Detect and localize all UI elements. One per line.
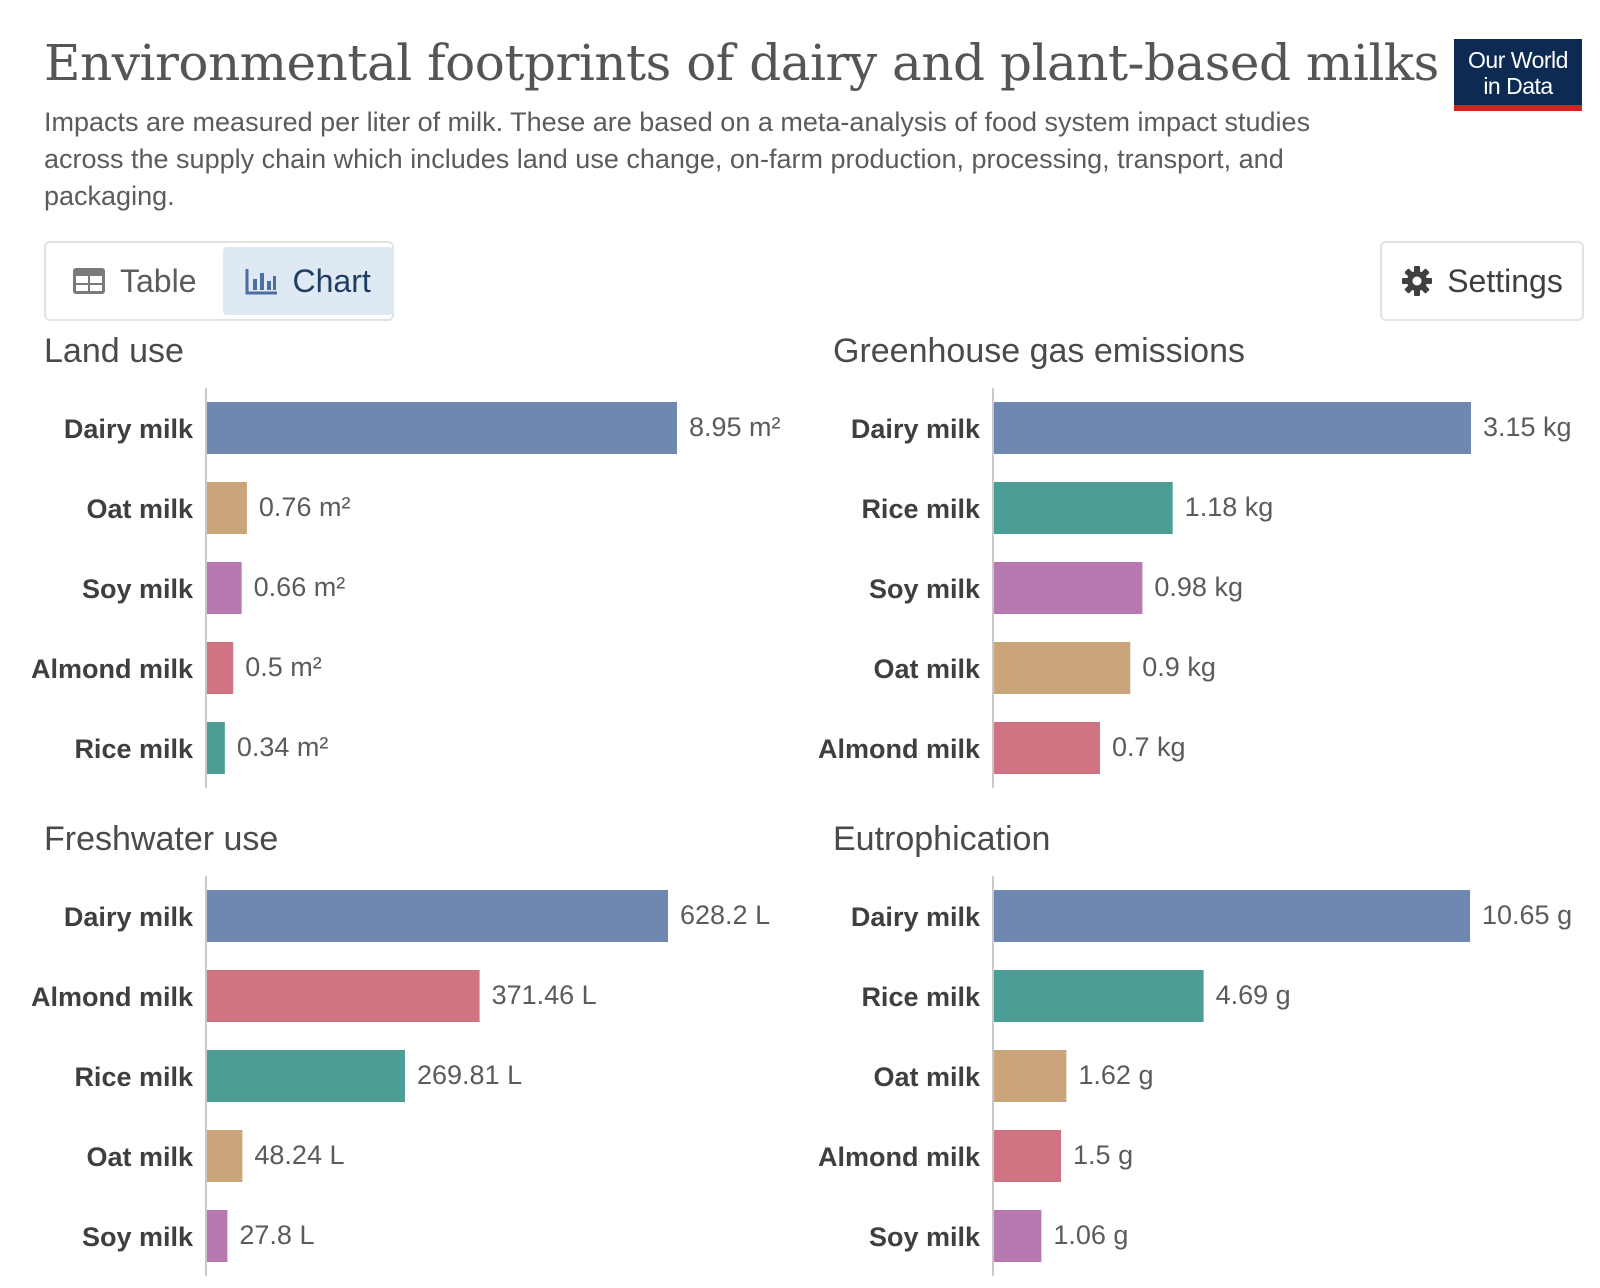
value-label: 0.76 m² <box>259 492 351 522</box>
table-icon <box>73 268 105 294</box>
chart-icon <box>245 269 277 295</box>
logo-line-2: in Data <box>1483 73 1553 99</box>
value-label: 371.46 L <box>492 980 597 1010</box>
category-label: Dairy milk <box>851 902 981 932</box>
value-label: 10.65 g <box>1482 900 1572 930</box>
chart-title: Greenhouse gas emissions <box>833 332 1245 370</box>
category-label: Dairy milk <box>851 414 981 444</box>
bar <box>207 890 668 942</box>
chart-title: Freshwater use <box>44 820 278 858</box>
bar <box>207 642 234 694</box>
category-label: Oat milk <box>873 654 981 684</box>
bar <box>994 1130 1062 1182</box>
category-label: Oat milk <box>873 1062 981 1092</box>
value-label: 48.24 L <box>254 1140 344 1170</box>
bar <box>994 1210 1042 1262</box>
settings-label: Settings <box>1447 262 1563 299</box>
category-label: Almond milk <box>818 734 981 764</box>
value-label: 27.8 L <box>239 1220 314 1250</box>
bar <box>994 722 1100 774</box>
page-subtitle: Impacts are measured per liter of milk. … <box>44 107 1311 211</box>
tab-chart-label: Chart <box>292 262 371 299</box>
category-label: Rice milk <box>74 1062 194 1092</box>
category-label: Almond milk <box>31 982 194 1012</box>
category-label: Almond milk <box>818 1142 981 1172</box>
bar <box>994 970 1204 1022</box>
value-label: 0.98 kg <box>1154 572 1243 602</box>
bar <box>207 722 225 774</box>
category-label: Oat milk <box>86 494 194 524</box>
owid-logo[interactable]: Our World in Data <box>1454 39 1582 111</box>
bar <box>207 482 247 534</box>
bar <box>207 402 677 454</box>
chart-title: Eutrophication <box>833 820 1050 858</box>
category-label: Rice milk <box>74 734 194 764</box>
value-label: 0.7 kg <box>1112 732 1186 762</box>
bar <box>207 1050 405 1102</box>
value-label: 1.06 g <box>1053 1220 1128 1250</box>
value-label: 628.2 L <box>680 900 770 930</box>
value-label: 4.69 g <box>1216 980 1291 1010</box>
value-label: 8.95 m² <box>689 412 781 442</box>
value-label: 269.81 L <box>417 1060 522 1090</box>
bar <box>207 562 242 614</box>
bar <box>207 970 480 1022</box>
value-label: 0.9 kg <box>1142 652 1216 682</box>
bar <box>994 402 1471 454</box>
gear-icon <box>1402 266 1433 296</box>
value-label: 1.62 g <box>1078 1060 1153 1090</box>
bar <box>994 482 1173 534</box>
category-label: Oat milk <box>86 1142 194 1172</box>
bar <box>994 642 1131 694</box>
value-label: 3.15 kg <box>1483 412 1572 442</box>
view-tabs: Table Chart <box>44 241 394 321</box>
bar <box>994 890 1470 942</box>
value-label: 0.5 m² <box>245 652 322 682</box>
value-label: 1.18 kg <box>1185 492 1274 522</box>
value-label: 0.34 m² <box>237 732 329 762</box>
logo-line-1: Our World <box>1468 47 1568 73</box>
category-label: Soy milk <box>82 574 194 604</box>
category-label: Soy milk <box>869 1222 981 1252</box>
category-label: Dairy milk <box>64 414 194 444</box>
chart-title: Land use <box>44 332 184 370</box>
category-label: Dairy milk <box>64 902 194 932</box>
value-label: 1.5 g <box>1073 1140 1133 1170</box>
bar <box>207 1210 228 1262</box>
category-label: Soy milk <box>869 574 981 604</box>
tab-chart[interactable]: Chart <box>222 247 393 315</box>
page-title: Environmental footprints of dairy and pl… <box>44 34 1439 92</box>
tab-table[interactable]: Table <box>50 247 219 315</box>
bar <box>994 562 1143 614</box>
bar <box>994 1050 1067 1102</box>
settings-button[interactable]: Settings <box>1380 241 1584 321</box>
category-label: Soy milk <box>82 1222 194 1252</box>
value-label: 0.66 m² <box>254 572 346 602</box>
category-label: Rice milk <box>861 982 981 1012</box>
category-label: Rice milk <box>861 494 981 524</box>
tab-table-label: Table <box>120 262 197 299</box>
category-label: Almond milk <box>31 654 194 684</box>
bar <box>207 1130 243 1182</box>
